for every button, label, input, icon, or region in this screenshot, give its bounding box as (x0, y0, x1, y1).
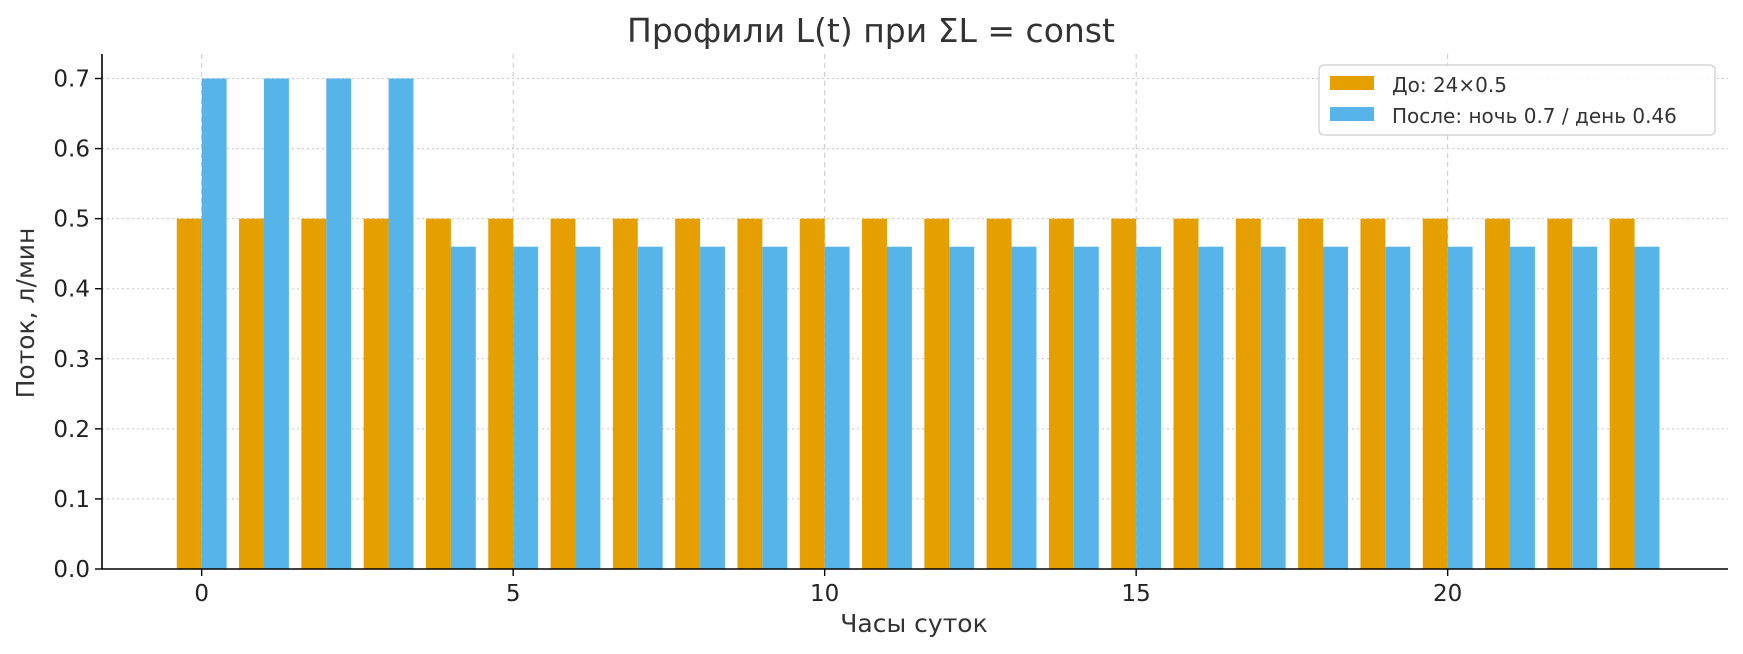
bar-before (488, 218, 514, 570)
bar-before (1422, 218, 1448, 570)
bar-before (862, 218, 887, 570)
bar-after (762, 246, 788, 569)
legend-frame (1318, 64, 1716, 136)
y-tick-label: 0.6 (53, 137, 90, 163)
bar-after (1198, 246, 1224, 569)
bar-after (1260, 246, 1286, 569)
bar-after (1634, 246, 1660, 569)
bar-after (1323, 246, 1348, 569)
bar-after (637, 246, 663, 569)
bar-before (1485, 218, 1510, 570)
bar-before (675, 218, 701, 570)
bar-before (550, 218, 576, 570)
bar-before (986, 218, 1012, 570)
bar-after (1136, 246, 1162, 569)
bar-after (700, 246, 725, 569)
bar-before (1298, 218, 1324, 570)
bar-before (737, 218, 763, 570)
legend-label-before: До: 24×0.5 (1392, 73, 1507, 97)
x-axis-label: Часы суток (840, 609, 987, 638)
bar-after (326, 78, 352, 570)
bar-after (1073, 246, 1099, 569)
bar-after (1509, 246, 1535, 569)
bar-before (1609, 218, 1635, 570)
bar-after (824, 246, 850, 569)
bar-after (513, 246, 539, 569)
x-tick-label: 5 (506, 581, 521, 607)
legend-swatch-after (1330, 107, 1374, 121)
bar-after (949, 246, 975, 569)
bar-before (301, 218, 327, 570)
y-tick-label: 0.2 (53, 417, 90, 443)
bar-before (1360, 218, 1386, 570)
x-tick-label: 20 (1433, 581, 1462, 607)
legend-label-after: После: ночь 0.7 / день 0.46 (1392, 104, 1677, 128)
bar-before (1048, 218, 1074, 570)
y-tick-label: 0.3 (53, 347, 90, 373)
legend: До: 24×0.5 После: ночь 0.7 / день 0.46 (1318, 64, 1716, 136)
y-tick-label: 0.7 (53, 67, 90, 93)
bar-before (1235, 218, 1261, 570)
bar-before (425, 218, 451, 570)
bar-before (176, 218, 202, 570)
bar-after (1011, 246, 1037, 569)
bar-after (575, 246, 601, 569)
bar-after (388, 78, 414, 570)
x-tick-label: 10 (810, 581, 839, 607)
bar-before (924, 218, 950, 570)
x-tick-label: 0 (194, 581, 209, 607)
bar-after (263, 78, 289, 570)
y-tick-label: 0.4 (53, 277, 90, 303)
bar-after (1385, 246, 1411, 569)
bar-after (1572, 246, 1598, 569)
y-tick-label: 0.0 (53, 557, 90, 583)
x-tick-label: 15 (1122, 581, 1151, 607)
chart-title: Профили L(t) при ΣL = const (627, 11, 1115, 50)
y-tick-label: 0.5 (53, 207, 90, 233)
bar-before (239, 218, 264, 570)
legend-swatch-before (1330, 76, 1374, 90)
bar-after (450, 246, 476, 569)
bar-after (1447, 246, 1473, 569)
bar-after (886, 246, 912, 569)
bar-before (1173, 218, 1199, 570)
bar-before (612, 218, 638, 570)
bar-before (799, 218, 825, 570)
bar-after (201, 78, 227, 570)
bars (176, 78, 1660, 570)
bar-before (363, 218, 389, 570)
y-axis-label: Поток, л/мин (11, 228, 40, 399)
y-tick-label: 0.1 (53, 487, 90, 513)
bar-before (1547, 218, 1573, 570)
axes: 0.0 0.1 0.2 0.3 0.4 0.5 0.6 0.7 0 5 10 15 20 (53, 54, 1728, 607)
bar-before (1111, 218, 1137, 570)
